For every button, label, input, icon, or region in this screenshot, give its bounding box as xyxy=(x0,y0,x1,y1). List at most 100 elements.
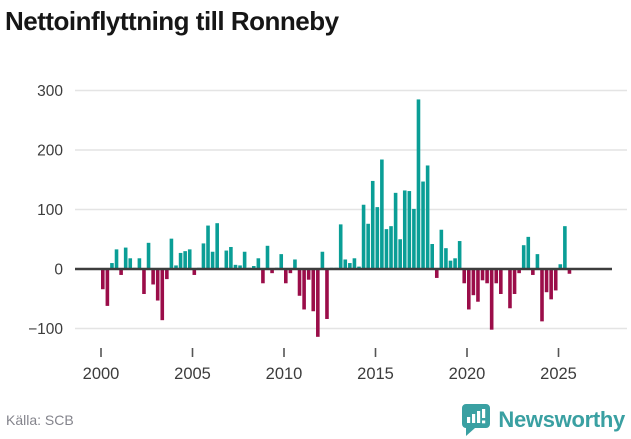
bar-2016Q2 xyxy=(398,239,402,269)
bar-2017Q3 xyxy=(421,181,425,269)
bar-2006Q1 xyxy=(210,251,215,269)
newsworthy-logo-icon xyxy=(462,403,491,436)
bar-2011Q2 xyxy=(306,269,311,280)
bar-2003Q3 xyxy=(165,269,169,280)
bar-2014Q4 xyxy=(370,180,375,269)
bar-2000Q3 xyxy=(110,263,114,269)
bar-2018Q3 xyxy=(439,229,444,269)
bar-2003Q1 xyxy=(155,269,160,301)
bar-2008Q4 xyxy=(261,269,265,284)
bar-2010Q2 xyxy=(288,269,293,274)
bar-2015Q2 xyxy=(380,159,384,269)
bar-2000Q4 xyxy=(114,249,119,269)
bar-2022Q2 xyxy=(508,269,512,309)
x-tick-label-2000: 2000 xyxy=(83,365,120,383)
bar-2006Q4 xyxy=(224,250,229,269)
bar-2004Q2 xyxy=(178,252,183,269)
bar-2002Q2 xyxy=(142,269,146,294)
bar-2007Q3 xyxy=(238,265,242,269)
bar-2001Q1 xyxy=(119,269,123,275)
bar-2021Q2 xyxy=(489,269,494,330)
x-tick-label-2020: 2020 xyxy=(449,365,486,383)
source-note: Källa: SCB xyxy=(6,412,74,428)
bar-2007Q2 xyxy=(233,264,238,269)
bar-2006Q2 xyxy=(215,223,219,269)
bar-2007Q4 xyxy=(242,251,247,269)
y-tick-label-300: 300 xyxy=(37,83,63,100)
bar-2003Q4 xyxy=(169,238,174,269)
newsworthy-wordmark: Newsworthy xyxy=(498,406,625,432)
bar-2019Q1 xyxy=(448,260,453,269)
bar-2011Q4 xyxy=(316,269,320,337)
bar-2009Q4 xyxy=(279,254,284,269)
bar-2004Q4 xyxy=(187,249,192,269)
bar-2023Q3 xyxy=(531,269,535,275)
y-tick-label-100: 100 xyxy=(37,202,63,219)
x-tick-label-2005: 2005 xyxy=(174,365,211,383)
x-tick-label-2015: 2015 xyxy=(357,365,394,383)
y-tick-label-200: 200 xyxy=(37,143,63,160)
bar-2020Q1 xyxy=(467,269,471,310)
bar-2004Q1 xyxy=(174,265,178,269)
bar-2021Q1 xyxy=(485,269,489,284)
bar-2002Q3 xyxy=(146,242,151,269)
page-title: Nettoinflyttning till Ronneby xyxy=(5,6,339,36)
bar-2008Q2 xyxy=(251,266,256,269)
bar-2025Q3 xyxy=(567,269,572,274)
newsworthy-branding: Newsworthy xyxy=(461,400,625,439)
bar-2023Q1 xyxy=(521,245,526,269)
speech-bubble-shape xyxy=(462,403,491,436)
bar-2015Q4 xyxy=(389,226,393,269)
bar-2017Q2 xyxy=(416,99,421,269)
bar-2009Q2 xyxy=(270,269,274,274)
bar-2002Q1 xyxy=(137,258,142,269)
bar-2021Q3 xyxy=(494,269,499,284)
bar-2022Q3 xyxy=(512,269,517,294)
chart-footer: Källa: SCB Newsworthy xyxy=(0,400,631,439)
bar-2007Q1 xyxy=(229,246,233,269)
x-tick-label-2010: 2010 xyxy=(266,365,303,383)
bar-2018Q1 xyxy=(430,244,434,269)
bar-2022Q4 xyxy=(517,269,521,274)
bar-2012Q2 xyxy=(325,269,329,319)
bar-2005Q1 xyxy=(192,269,197,275)
bar-2000Q2 xyxy=(105,269,110,306)
bar-2016Q4 xyxy=(407,191,412,269)
bar-2013Q3 xyxy=(348,263,352,269)
bar-2013Q2 xyxy=(343,259,348,269)
bar-2019Q2 xyxy=(453,258,457,269)
bar-2019Q4 xyxy=(462,269,467,284)
bar-2001Q2 xyxy=(123,247,128,269)
bar-2001Q3 xyxy=(128,258,133,269)
bar-2011Q3 xyxy=(311,269,316,312)
bar-2014Q2 xyxy=(361,204,366,269)
bar-2011Q1 xyxy=(302,269,306,310)
bar-2015Q3 xyxy=(384,229,389,269)
bar-2025Q1 xyxy=(558,264,563,269)
bar-2020Q2 xyxy=(471,269,476,296)
bar-2025Q2 xyxy=(563,226,567,269)
bar-2005Q3 xyxy=(201,243,206,269)
bar-2024Q2 xyxy=(544,269,549,293)
bar-2003Q2 xyxy=(160,269,165,321)
bar-2000Q1 xyxy=(101,269,105,290)
bar-2024Q4 xyxy=(553,269,558,291)
bar-2004Q3 xyxy=(183,251,187,269)
bar-2021Q4 xyxy=(499,269,503,294)
y-tick-label--100: −100 xyxy=(28,321,63,338)
bar-2012Q1 xyxy=(320,251,325,269)
bar-2016Q3 xyxy=(402,190,407,269)
bar-2023Q4 xyxy=(535,254,540,269)
bar-2024Q1 xyxy=(540,269,544,322)
bar-2010Q3 xyxy=(293,259,297,269)
bar-2020Q4 xyxy=(480,269,485,281)
bar-2008Q3 xyxy=(256,258,261,269)
bar-2023Q2 xyxy=(526,236,531,269)
bar-2018Q2 xyxy=(434,269,439,278)
bar-2020Q3 xyxy=(476,269,480,302)
migration-bar-chart: 300 200 100 0 −100 2000 2005 2010 2015 2020 2025 xyxy=(28,83,627,383)
bar-2010Q1 xyxy=(284,269,288,284)
bar-2018Q4 xyxy=(444,248,448,269)
bar-2009Q1 xyxy=(265,245,270,269)
bar-2019Q3 xyxy=(457,241,462,269)
